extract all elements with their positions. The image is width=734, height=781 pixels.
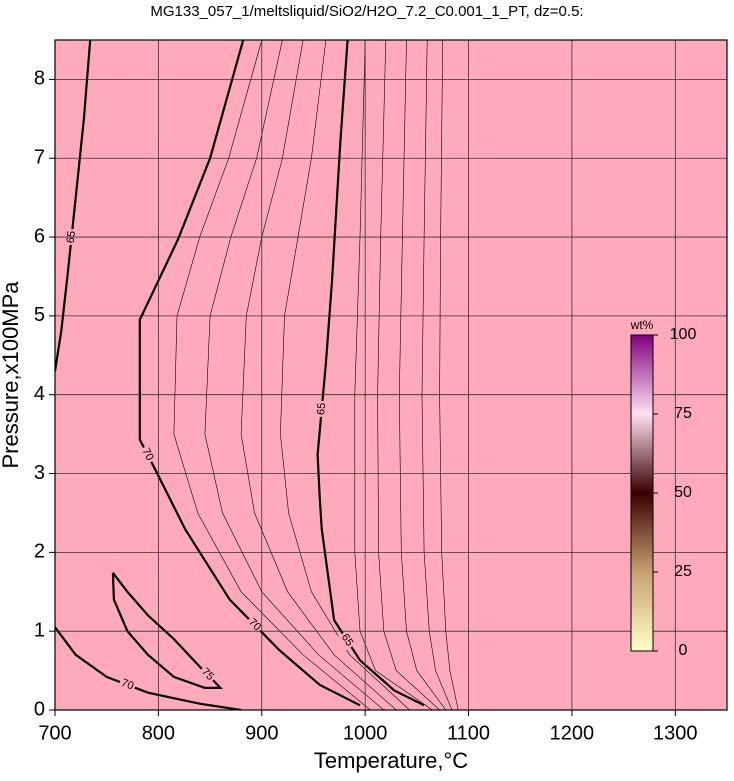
contour-label-bg [244, 614, 265, 635]
contour-label-bg [315, 400, 329, 418]
minor-contour [240, 40, 397, 710]
minor-contour [204, 40, 384, 710]
chart-title: MG133_057_1/meltsliquid/SiO2/H2O_7.2_C0.… [150, 3, 583, 20]
contour-label-bg [138, 444, 157, 465]
x-tick-label: 800 [142, 722, 175, 744]
contour [316, 40, 425, 707]
plot-frame [54, 39, 728, 711]
x-tick-label: 700 [38, 722, 71, 744]
y-tick-label: 1 [34, 619, 45, 641]
x-tick-label: 1100 [447, 722, 490, 744]
colorbar-tick-label: 25 [674, 563, 692, 580]
contour-label-bg [337, 630, 357, 651]
contour-label: 65 [315, 402, 328, 415]
y-tick-label: 0 [34, 698, 45, 720]
y-tick-label: 5 [34, 304, 45, 326]
x-tick-label: 1000 [343, 722, 388, 744]
colorbar-tick-label: 75 [674, 405, 692, 422]
minor-contour [280, 40, 410, 710]
x-tick-label: 900 [245, 722, 278, 744]
x-tick-label: 1200 [550, 722, 595, 744]
colorbar-tick-label: 100 [670, 326, 697, 343]
minor-contour [173, 40, 371, 710]
x-tick-label: 1300 [653, 722, 698, 744]
y-tick-label: 8 [34, 68, 45, 90]
colorbar-tick-label: 0 [679, 642, 688, 659]
y-tick-label: 6 [34, 225, 45, 247]
colorbar-tick-label: 50 [674, 484, 692, 501]
plot-background [55, 40, 727, 710]
y-tick-label: 2 [34, 541, 45, 563]
y-tick-label: 3 [34, 462, 45, 484]
y-tick-label: 4 [34, 383, 45, 405]
contour-label: 70 [139, 446, 155, 462]
y-axis-label: Pressure,x100MPa [0, 281, 23, 469]
contour-label-bg [117, 676, 137, 694]
x-axis-label: Temperature,°C [314, 748, 468, 773]
contour-label-bg [197, 664, 218, 685]
colorbar-label: wt% [630, 318, 654, 332]
contour-label: 65 [339, 632, 356, 649]
contour [138, 40, 361, 707]
colorbar [630, 334, 654, 652]
contour-label: 70 [120, 677, 136, 693]
y-tick-label: 7 [34, 147, 45, 169]
